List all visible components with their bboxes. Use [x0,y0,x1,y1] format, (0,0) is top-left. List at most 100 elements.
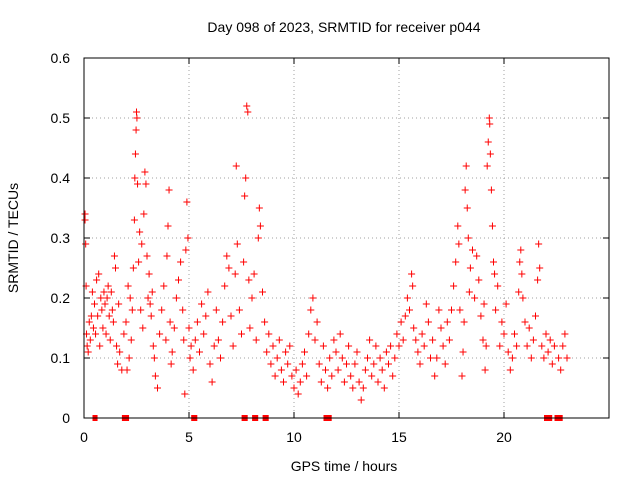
data-point [532,312,539,320]
data-point [187,342,195,350]
data-point [81,210,89,218]
data-point [462,162,470,170]
data-point [115,300,123,308]
data-point [109,318,117,326]
data-point [359,384,367,392]
data-point [124,282,132,290]
data-point [89,324,97,332]
data-point [82,240,90,248]
data-point [172,294,180,302]
data-point [463,204,471,212]
data-point [94,312,102,320]
data-point [84,348,92,356]
data-point [544,348,552,356]
data-point [191,336,199,344]
data-point [351,360,359,368]
data-point [393,330,401,338]
data-point [364,354,371,362]
data-point [131,150,139,158]
data-point [445,336,453,344]
data-point [99,324,107,332]
data-point [334,366,342,374]
data-point [301,348,308,356]
data-point [120,330,128,338]
data-point [288,372,296,380]
data-point [104,282,112,290]
data-point [466,264,474,272]
data-point [490,258,497,266]
data-point [144,294,152,302]
data-point [555,354,563,362]
data-point [167,360,175,368]
y-tick-label: 0.4 [51,170,71,186]
data-point [271,372,279,380]
data-point [184,234,192,242]
data-point [263,348,271,356]
x-tick-label: 10 [286,429,302,445]
data-point [427,354,434,362]
y-tick-labels: 0 0.1 0.2 0.3 0.4 0.5 0.6 [51,50,71,426]
data-point [465,288,473,296]
data-point [265,330,273,338]
data-point [202,312,210,320]
data-point [412,336,420,344]
data-point [223,252,231,260]
x-tick-label: 15 [391,429,407,445]
data-point [259,288,266,296]
data-point [502,300,510,308]
data-point [317,378,325,386]
data-point [563,354,571,362]
data-point [193,318,201,326]
data-point [473,252,481,260]
data-point [181,390,189,398]
data-point [409,282,417,290]
data-point [214,336,222,344]
data-point [305,330,313,338]
data-point [103,294,111,302]
data-point [267,360,275,368]
data-point [141,168,149,176]
data-point [349,384,357,392]
data-point [443,318,451,326]
data-point [542,330,550,338]
data-point [112,264,119,272]
chart-title: Day 098 of 2023, SRMTID for receiver p04… [207,19,480,35]
data-point [116,348,124,356]
data-point [527,354,535,362]
data-point [366,336,374,344]
data-point [372,342,380,350]
data-point [182,246,190,254]
data-point [504,348,512,356]
data-point [529,336,537,344]
data-point [401,312,409,320]
data-point [511,330,518,338]
data-point [242,174,250,182]
data-point [138,240,146,248]
data-point [536,264,544,272]
data-point [246,324,254,332]
data-point [391,354,399,362]
data-point [322,366,329,374]
data-point [132,126,140,134]
data-point [486,120,494,128]
data-point [168,348,176,356]
data-point [92,330,100,338]
data-point [414,348,422,356]
data-point [292,366,300,374]
data-point [286,342,294,350]
data-point [200,330,208,338]
data-point [456,306,464,314]
data-point [353,348,361,356]
data-point [294,390,302,398]
data-point [307,306,315,314]
data-point [282,348,290,356]
data-point [484,138,492,146]
data-point [217,354,224,362]
data-point [232,162,240,170]
data-point [136,228,144,236]
data-point [517,246,525,254]
data-point [347,372,355,380]
data-point [477,312,485,320]
data-point [492,306,500,314]
data-point [534,276,542,284]
